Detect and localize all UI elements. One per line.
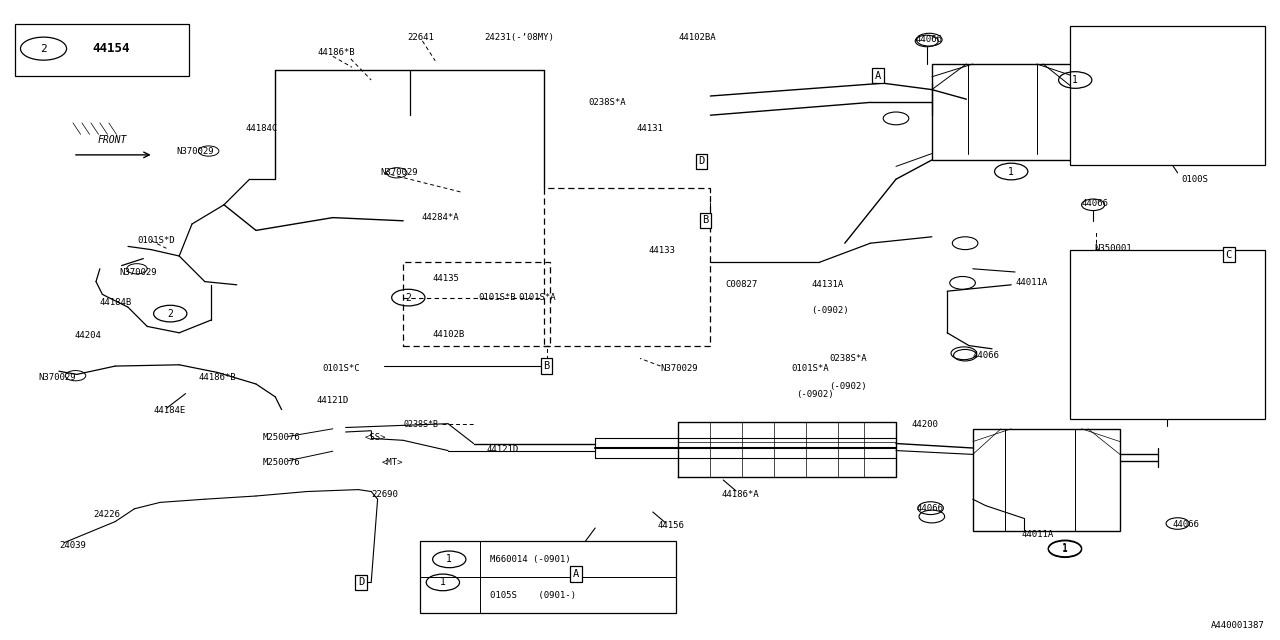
Text: C: C	[1226, 250, 1231, 260]
Text: B: B	[544, 361, 549, 371]
Text: 44066: 44066	[1172, 520, 1199, 529]
Text: 1: 1	[447, 554, 452, 564]
Text: (-0902): (-0902)	[829, 382, 867, 391]
Text: 0101S*C: 0101S*C	[323, 364, 360, 372]
Bar	[1070, 250, 1265, 419]
Bar	[1070, 26, 1265, 165]
Text: FOR WITH CUTTER: FOR WITH CUTTER	[1082, 104, 1157, 113]
Text: 1: 1	[1062, 544, 1068, 554]
Text: 44066: 44066	[973, 351, 1000, 360]
Text: (-0902): (-0902)	[812, 306, 849, 315]
Text: 0238S*A: 0238S*A	[589, 98, 626, 107]
Text: 44300B: 44300B	[1079, 296, 1111, 305]
Text: 44156: 44156	[658, 521, 685, 530]
Text: 0238S*A: 0238S*A	[829, 354, 867, 363]
Text: 44284*B: 44284*B	[531, 543, 568, 552]
Text: 44204: 44204	[74, 331, 101, 340]
Text: 44284*A: 44284*A	[421, 213, 458, 222]
Bar	[15, 24, 189, 76]
Text: 44184C: 44184C	[246, 124, 278, 132]
Text: 0100S: 0100S	[1188, 396, 1215, 404]
Text: <SS>: <SS>	[365, 433, 387, 442]
Text: 44131: 44131	[636, 124, 663, 132]
Text: 44066: 44066	[915, 35, 942, 44]
Text: 2: 2	[40, 44, 47, 54]
Text: 2: 2	[168, 308, 173, 319]
Text: 44131A: 44131A	[812, 280, 844, 289]
Text: 24226: 24226	[93, 510, 120, 519]
Text: 0101S*D: 0101S*D	[137, 236, 174, 245]
Text: M250076: M250076	[262, 433, 300, 442]
Text: 44066: 44066	[916, 504, 943, 513]
Text: 44102BA: 44102BA	[678, 33, 716, 42]
Text: N370029: N370029	[38, 373, 76, 382]
Text: 44102B: 44102B	[433, 330, 465, 339]
Text: 0101S*A: 0101S*A	[791, 364, 828, 372]
Text: 0238S*B: 0238S*B	[403, 420, 438, 429]
Text: 44371: 44371	[1094, 78, 1125, 88]
Text: 44184E: 44184E	[154, 406, 186, 415]
Text: 0105S    (0901-): 0105S (0901-)	[490, 591, 576, 600]
Text: 44200: 44200	[911, 420, 938, 429]
Text: 24231(-’08MY): 24231(-’08MY)	[484, 33, 554, 42]
Text: 44186*B: 44186*B	[198, 373, 236, 382]
Text: 44186*B: 44186*B	[317, 48, 355, 57]
Text: 44186*A: 44186*A	[722, 490, 759, 499]
Bar	[420, 541, 676, 613]
Text: B: B	[703, 215, 708, 225]
Text: FRONT: FRONT	[99, 135, 127, 145]
Text: M660014 (-0901): M660014 (-0901)	[490, 555, 571, 564]
Text: 0100S: 0100S	[1181, 175, 1208, 184]
Text: A: A	[876, 70, 881, 81]
Text: 22641: 22641	[407, 33, 434, 42]
Text: 44066: 44066	[1082, 199, 1108, 208]
Text: 44184B: 44184B	[100, 298, 132, 307]
Text: 44133: 44133	[649, 246, 676, 255]
Text: C00827: C00827	[726, 280, 758, 289]
Text: 44371: 44371	[1094, 343, 1125, 353]
Text: 2: 2	[406, 292, 411, 303]
Text: 24039: 24039	[59, 541, 86, 550]
Text: (-0902): (-0902)	[796, 390, 833, 399]
Text: 44011A: 44011A	[1021, 530, 1053, 539]
Text: 22690: 22690	[371, 490, 398, 499]
Text: N370029: N370029	[177, 147, 214, 156]
Text: 44154: 44154	[92, 42, 129, 55]
Text: 1: 1	[1009, 166, 1014, 177]
Text: 1: 1	[1062, 543, 1068, 554]
Text: 44135: 44135	[433, 274, 460, 283]
Text: M250076: M250076	[262, 458, 300, 467]
Text: N350001: N350001	[1094, 244, 1132, 253]
Text: 1: 1	[1073, 75, 1078, 85]
Text: 44300A: 44300A	[1079, 36, 1111, 45]
Text: 44121D: 44121D	[316, 396, 348, 405]
Text: 44011A: 44011A	[1015, 278, 1047, 287]
Text: 0101S*A: 0101S*A	[518, 293, 556, 302]
Text: N370029: N370029	[660, 364, 698, 372]
Text: D: D	[358, 577, 364, 588]
Text: 0101S*B: 0101S*B	[479, 293, 516, 302]
Text: A: A	[573, 569, 579, 579]
Text: FOR WITH CUTTER: FOR WITH CUTTER	[1082, 370, 1157, 379]
Text: N370029: N370029	[380, 168, 417, 177]
Text: 44121D: 44121D	[486, 445, 518, 454]
Text: A440001387: A440001387	[1211, 621, 1265, 630]
Text: N370029: N370029	[119, 268, 156, 276]
Text: D: D	[699, 156, 704, 166]
Bar	[544, 188, 710, 346]
Text: <MT>: <MT>	[381, 458, 403, 467]
Text: 1: 1	[440, 577, 445, 588]
Bar	[403, 262, 550, 346]
